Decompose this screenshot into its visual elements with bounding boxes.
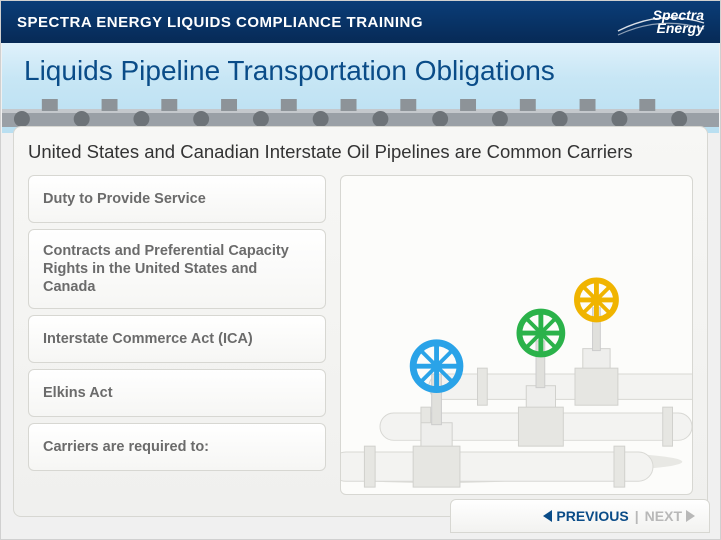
content-heading: United States and Canadian Interstate Oi… [28, 141, 693, 163]
next-label: NEXT [645, 508, 682, 524]
course-title: SPECTRA ENERGY LIQUIDS COMPLIANCE TRAINI… [17, 14, 423, 31]
topic-label: Contracts and Preferential Capacity Righ… [43, 242, 311, 296]
next-button[interactable]: NEXT [645, 508, 695, 524]
training-slide: SPECTRA ENERGY LIQUIDS COMPLIANCE TRAINI… [0, 0, 721, 540]
illustration-pane [340, 175, 693, 495]
nav-separator: | [635, 508, 639, 524]
brand-logo: Spectra Energy [653, 9, 704, 34]
topic-label: Interstate Commerce Act (ICA) [43, 331, 253, 347]
topic-item-ica[interactable]: Interstate Commerce Act (ICA) [28, 315, 326, 363]
content-panel: United States and Canadian Interstate Oi… [13, 126, 708, 517]
topic-list: Duty to Provide Service Contracts and Pr… [28, 175, 326, 495]
previous-label: PREVIOUS [556, 508, 628, 524]
topic-item-duty[interactable]: Duty to Provide Service [28, 175, 326, 223]
previous-button[interactable]: PREVIOUS [543, 508, 628, 524]
pipes-valves-icon [341, 176, 692, 494]
topic-item-carriers[interactable]: Carriers are required to: [28, 423, 326, 471]
chevron-right-icon [686, 510, 695, 522]
topic-item-elkins[interactable]: Elkins Act [28, 369, 326, 417]
content-body: Duty to Provide Service Contracts and Pr… [28, 175, 693, 495]
page-title: Liquids Pipeline Transportation Obligati… [24, 55, 555, 87]
topic-label: Carriers are required to: [43, 439, 209, 455]
bottom-nav: PREVIOUS | NEXT [450, 499, 710, 533]
top-banner: SPECTRA ENERGY LIQUIDS COMPLIANCE TRAINI… [1, 1, 720, 43]
logo-line-2: Energy [653, 22, 704, 35]
topic-item-contracts[interactable]: Contracts and Preferential Capacity Righ… [28, 229, 326, 309]
topic-label: Duty to Provide Service [43, 191, 206, 207]
topic-label: Elkins Act [43, 385, 113, 401]
hero-area: Liquids Pipeline Transportation Obligati… [2, 43, 719, 133]
chevron-left-icon [543, 510, 552, 522]
